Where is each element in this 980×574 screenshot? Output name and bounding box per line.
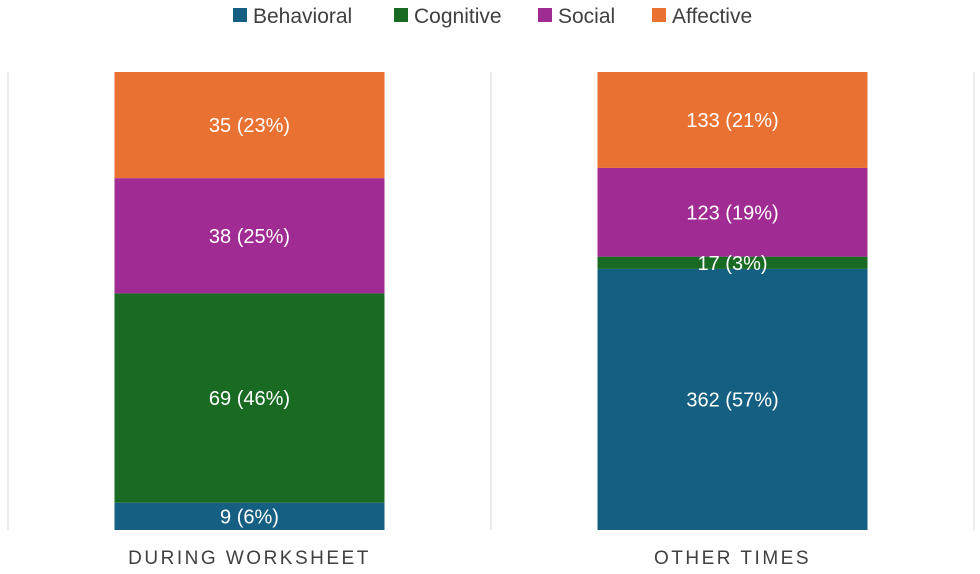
data-label-during-worksheet-cognitive: 69 (46%) xyxy=(209,388,290,410)
legend-label-affective: Affective xyxy=(672,5,752,28)
bar-during-worksheet-social xyxy=(114,178,385,294)
bar-during-worksheet-behavioral xyxy=(114,502,385,530)
data-label-other-times-cognitive: 17 (3%) xyxy=(697,253,767,275)
legend-label-social: Social xyxy=(558,5,615,28)
data-label-during-worksheet-affective: 35 (23%) xyxy=(209,115,290,137)
legend-swatch-behavioral xyxy=(233,8,247,22)
bars xyxy=(114,72,868,530)
bar-other-times-affective xyxy=(597,72,868,168)
bar-other-times-social xyxy=(597,167,868,257)
bar-other-times-behavioral xyxy=(597,268,868,530)
bar-during-worksheet-affective xyxy=(114,72,385,179)
legend: Behavioral Cognitive Social Affective xyxy=(233,5,752,28)
legend-label-behavioral: Behavioral xyxy=(253,5,352,28)
data-label-during-worksheet-social: 38 (25%) xyxy=(209,226,290,248)
bar-during-worksheet-cognitive xyxy=(114,293,385,503)
bar-other-times-cognitive xyxy=(597,256,868,269)
data-label-other-times-social: 123 (19%) xyxy=(686,202,778,224)
legend-swatch-affective xyxy=(652,8,666,22)
data-label-other-times-affective: 133 (21%) xyxy=(686,110,778,132)
category-label-during-worksheet: DURING WORKSHEET xyxy=(128,548,371,569)
data-label-other-times-behavioral: 362 (57%) xyxy=(686,389,778,411)
data-labels: 9 (6%) 69 (46%) 38 (25%) 35 (23%) 362 (57%) 1… xyxy=(209,110,779,528)
legend-swatch-social xyxy=(538,8,552,22)
legend-swatch-cognitive xyxy=(394,8,408,22)
legend-label-cognitive: Cognitive xyxy=(414,5,502,28)
category-labels: DURING WORKSHEET OTHER TIMES xyxy=(128,548,811,569)
gridlines xyxy=(7,72,975,530)
data-label-during-worksheet-behavioral: 9 (6%) xyxy=(220,506,279,528)
category-label-other-times: OTHER TIMES xyxy=(654,548,811,569)
